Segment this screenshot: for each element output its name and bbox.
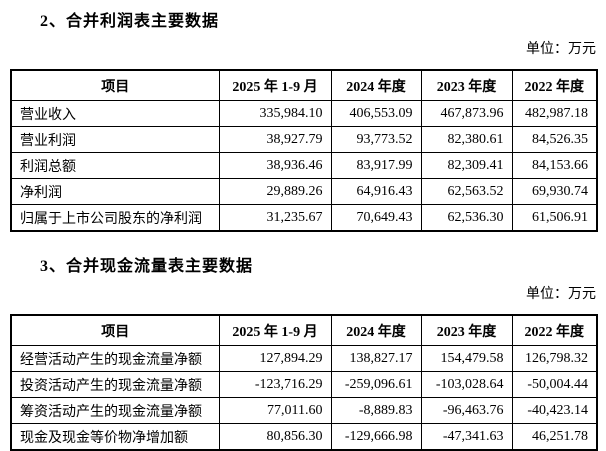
value-cell: -50,004.44 bbox=[511, 371, 598, 398]
value-cell: 93,773.52 bbox=[330, 126, 422, 153]
column-header-item: 项目 bbox=[10, 314, 220, 346]
table-row: 净利润 29,889.26 64,916.43 62,563.52 69,930.74 bbox=[10, 178, 598, 205]
column-header-item: 项目 bbox=[10, 69, 220, 101]
value-cell: 154,479.58 bbox=[420, 345, 513, 372]
value-cell: 83,917.99 bbox=[330, 152, 422, 179]
table-row: 经营活动产生的现金流量净额 127,894.29 138,827.17 154,479… bbox=[10, 345, 598, 372]
row-label: 投资活动产生的现金流量净额 bbox=[10, 371, 220, 398]
value-cell: 82,309.41 bbox=[420, 152, 513, 179]
value-cell: 29,889.26 bbox=[218, 178, 332, 205]
row-label: 净利润 bbox=[10, 178, 220, 205]
row-label: 经营活动产生的现金流量净额 bbox=[10, 345, 220, 372]
value-cell: 62,563.52 bbox=[420, 178, 513, 205]
cashflow-table-header-row: 项目 2025 年 1-9 月 2024 年度 2023 年度 2022 年度 bbox=[10, 314, 598, 346]
row-label: 归属于上市公司股东的净利润 bbox=[10, 204, 220, 232]
table-row: 归属于上市公司股东的净利润 31,235.67 70,649.43 62,536.30… bbox=[10, 204, 598, 232]
income-statement-heading: 2、合并利润表主要数据 bbox=[40, 13, 220, 30]
cashflow-statement-table: 项目 2025 年 1-9 月 2024 年度 2023 年度 2022 年度 经营活动… bbox=[10, 314, 598, 451]
unit-label-cashflow: 单位：万元 bbox=[526, 287, 596, 302]
table-row: 筹资活动产生的现金流量净额 77,011.60 -8,889.83 -96,463.7… bbox=[10, 397, 598, 424]
table-row: 营业利润 38,927.79 93,773.52 82,380.61 84,526.35 bbox=[10, 126, 598, 153]
row-label: 现金及现金等价物净增加额 bbox=[10, 423, 220, 451]
value-cell: 467,873.96 bbox=[420, 100, 513, 127]
row-label: 筹资活动产生的现金流量净额 bbox=[10, 397, 220, 424]
value-cell: 82,380.61 bbox=[420, 126, 513, 153]
value-cell: 80,856.30 bbox=[218, 423, 332, 451]
value-cell: -40,423.14 bbox=[511, 397, 598, 424]
row-label: 营业利润 bbox=[10, 126, 220, 153]
column-header-period: 2023 年度 bbox=[420, 69, 513, 101]
cashflow-statement-heading: 3、合并现金流量表主要数据 bbox=[40, 258, 254, 275]
value-cell: 126,798.32 bbox=[511, 345, 598, 372]
row-label: 利润总额 bbox=[10, 152, 220, 179]
value-cell: 38,927.79 bbox=[218, 126, 332, 153]
value-cell: 69,930.74 bbox=[511, 178, 598, 205]
column-header-period: 2025 年 1-9 月 bbox=[218, 69, 332, 101]
table-row: 营业收入 335,984.10 406,553.09 467,873.96 482,98… bbox=[10, 100, 598, 127]
value-cell: 77,011.60 bbox=[218, 397, 332, 424]
column-header-period: 2024 年度 bbox=[330, 314, 422, 346]
value-cell: 138,827.17 bbox=[330, 345, 422, 372]
table-row: 利润总额 38,936.46 83,917.99 82,309.41 84,153.66 bbox=[10, 152, 598, 179]
value-cell: 31,235.67 bbox=[218, 204, 332, 232]
value-cell: 61,506.91 bbox=[511, 204, 598, 232]
column-header-period: 2023 年度 bbox=[420, 314, 513, 346]
value-cell: 38,936.46 bbox=[218, 152, 332, 179]
value-cell: -259,096.61 bbox=[330, 371, 422, 398]
column-header-period: 2024 年度 bbox=[330, 69, 422, 101]
value-cell: -129,666.98 bbox=[330, 423, 422, 451]
income-statement-table: 项目 2025 年 1-9 月 2024 年度 2023 年度 2022 年度 营业收入… bbox=[10, 69, 598, 232]
income-table-header-row: 项目 2025 年 1-9 月 2024 年度 2023 年度 2022 年度 bbox=[10, 69, 598, 101]
value-cell: -96,463.76 bbox=[420, 397, 513, 424]
column-header-period: 2025 年 1-9 月 bbox=[218, 314, 332, 346]
value-cell: -8,889.83 bbox=[330, 397, 422, 424]
value-cell: 482,987.18 bbox=[511, 100, 598, 127]
value-cell: 84,526.35 bbox=[511, 126, 598, 153]
row-label: 营业收入 bbox=[10, 100, 220, 127]
table-row: 投资活动产生的现金流量净额 -123,716.29 -259,096.61 -103,… bbox=[10, 371, 598, 398]
value-cell: -47,341.63 bbox=[420, 423, 513, 451]
column-header-period: 2022 年度 bbox=[511, 314, 598, 346]
unit-label-income: 单位：万元 bbox=[526, 42, 596, 57]
value-cell: 64,916.43 bbox=[330, 178, 422, 205]
value-cell: 406,553.09 bbox=[330, 100, 422, 127]
value-cell: 70,649.43 bbox=[330, 204, 422, 232]
value-cell: -103,028.64 bbox=[420, 371, 513, 398]
table-row: 现金及现金等价物净增加额 80,856.30 -129,666.98 -47,341.… bbox=[10, 423, 598, 451]
value-cell: 127,894.29 bbox=[218, 345, 332, 372]
value-cell: 46,251.78 bbox=[511, 423, 598, 451]
value-cell: -123,716.29 bbox=[218, 371, 332, 398]
value-cell: 62,536.30 bbox=[420, 204, 513, 232]
value-cell: 84,153.66 bbox=[511, 152, 598, 179]
value-cell: 335,984.10 bbox=[218, 100, 332, 127]
column-header-period: 2022 年度 bbox=[511, 69, 598, 101]
